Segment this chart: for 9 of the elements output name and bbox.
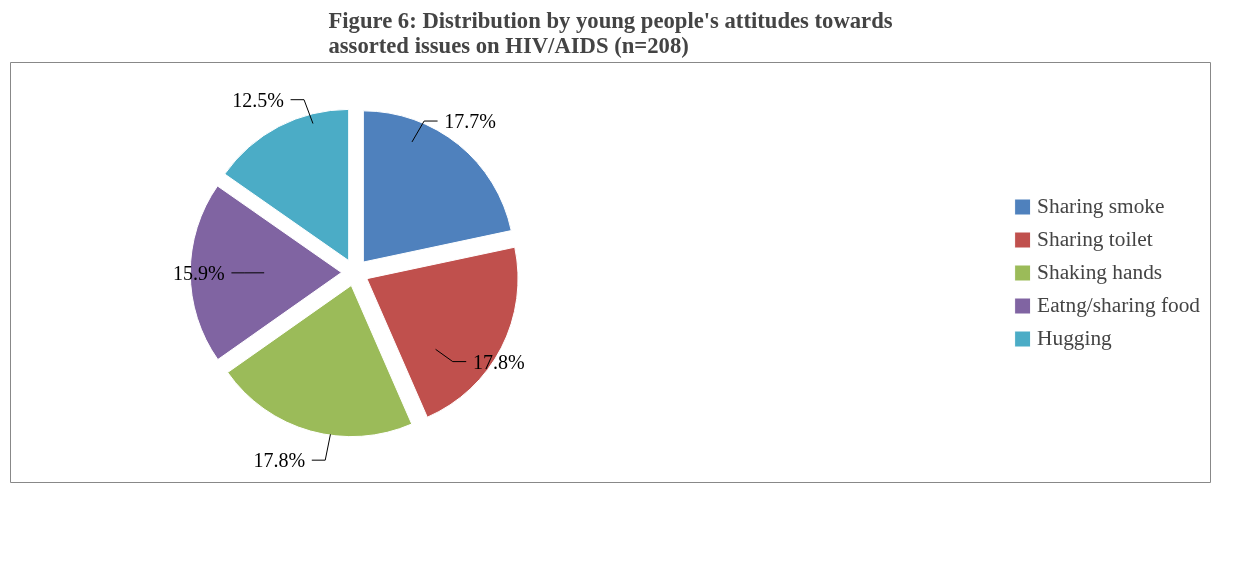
data-label: 17.7% bbox=[444, 110, 496, 133]
legend-label: Sharing smoke bbox=[1037, 193, 1165, 219]
data-label: 17.8% bbox=[253, 449, 306, 472]
data-label: 12.5% bbox=[232, 88, 284, 111]
legend-label: Shaking hands bbox=[1037, 259, 1163, 285]
legend-label: Hugging bbox=[1037, 325, 1112, 351]
legend-label: Sharing toilet bbox=[1037, 226, 1153, 252]
chart-title: Figure 6: Distribution by young people's attitudes towards assorted issues on HIV/AIDS (n=208) bbox=[328, 7, 893, 58]
legend-label: Eatng/sharing food bbox=[1037, 292, 1200, 318]
